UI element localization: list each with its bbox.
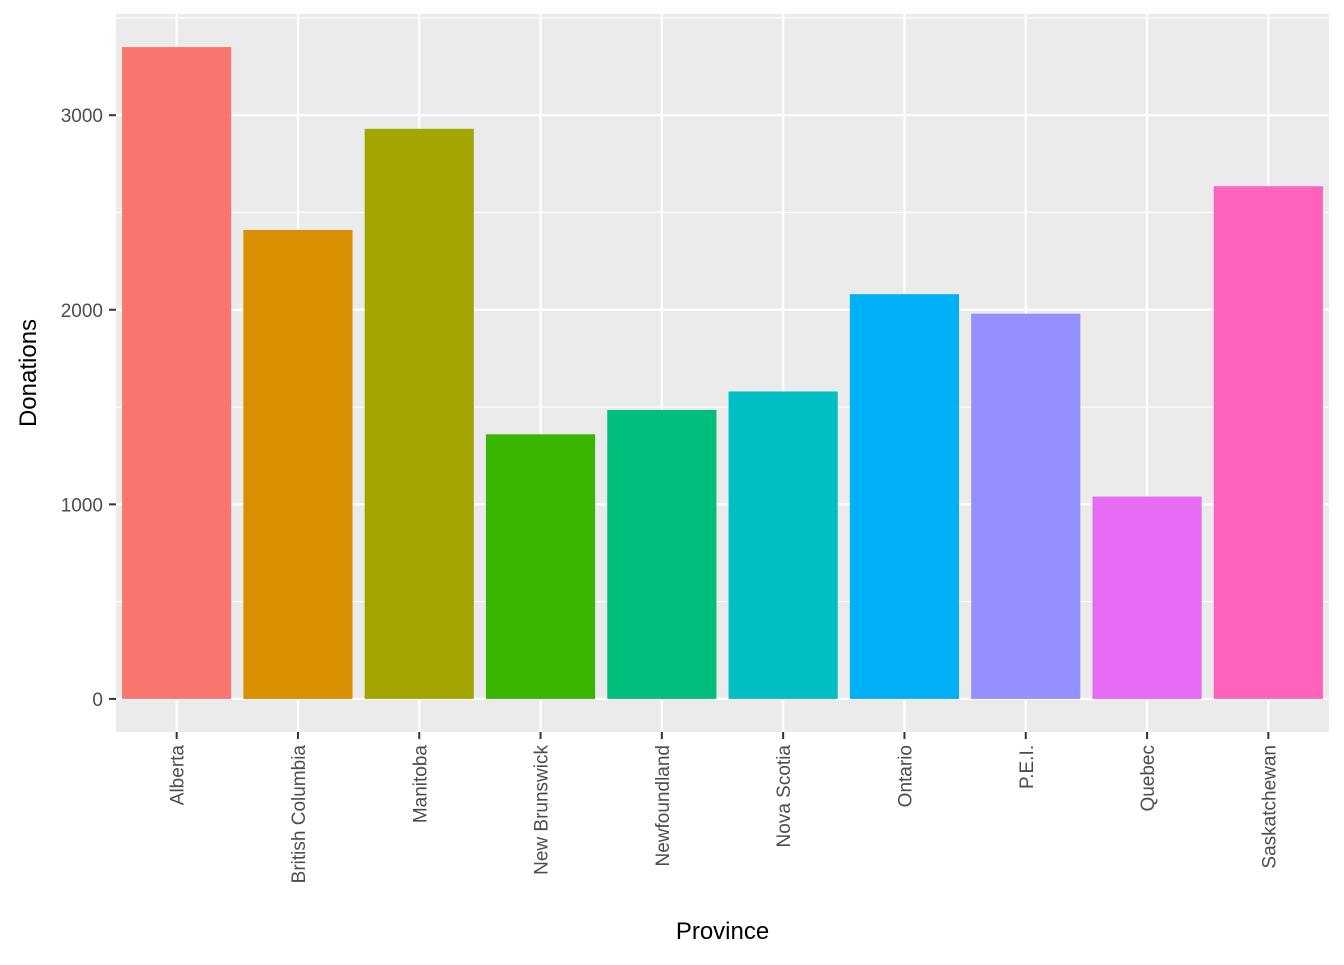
y-axis: 0 1000 2000 3000 <box>61 106 116 711</box>
y-tick-label: 3000 <box>61 106 103 127</box>
bar <box>728 391 838 699</box>
bar <box>1213 186 1323 699</box>
y-tick-label: 1000 <box>61 495 103 516</box>
x-tick-label: Quebec <box>1138 745 1159 812</box>
x-tick-label: P.E.I. <box>1017 745 1038 789</box>
x-tick-label: Alberta <box>168 745 189 806</box>
bar <box>1092 496 1202 699</box>
x-tick-label: British Columbia <box>289 745 310 884</box>
bar <box>364 128 474 699</box>
x-tick-label: Manitoba <box>410 745 431 824</box>
x-tick-label: Saskatchewan <box>1259 745 1280 869</box>
y-tick-label: 0 <box>92 690 103 711</box>
x-tick-label: New Brunswick <box>532 745 553 875</box>
x-tick-label: Ontario <box>895 745 916 807</box>
bar <box>122 47 232 699</box>
x-axis-title: Province <box>676 918 769 945</box>
bar <box>485 434 596 699</box>
x-tick-label: Newfoundland <box>653 745 674 866</box>
x-axis: Alberta British Columbia Manitoba New Bruns… <box>168 732 1280 884</box>
x-tick-label: Nova Scotia <box>774 745 795 848</box>
bar <box>849 294 960 699</box>
bar <box>971 313 1081 699</box>
bar <box>607 409 717 699</box>
y-axis-title: Donations <box>15 319 42 427</box>
y-tick-label: 2000 <box>61 301 103 322</box>
bar <box>243 229 353 699</box>
bars <box>122 47 1323 699</box>
